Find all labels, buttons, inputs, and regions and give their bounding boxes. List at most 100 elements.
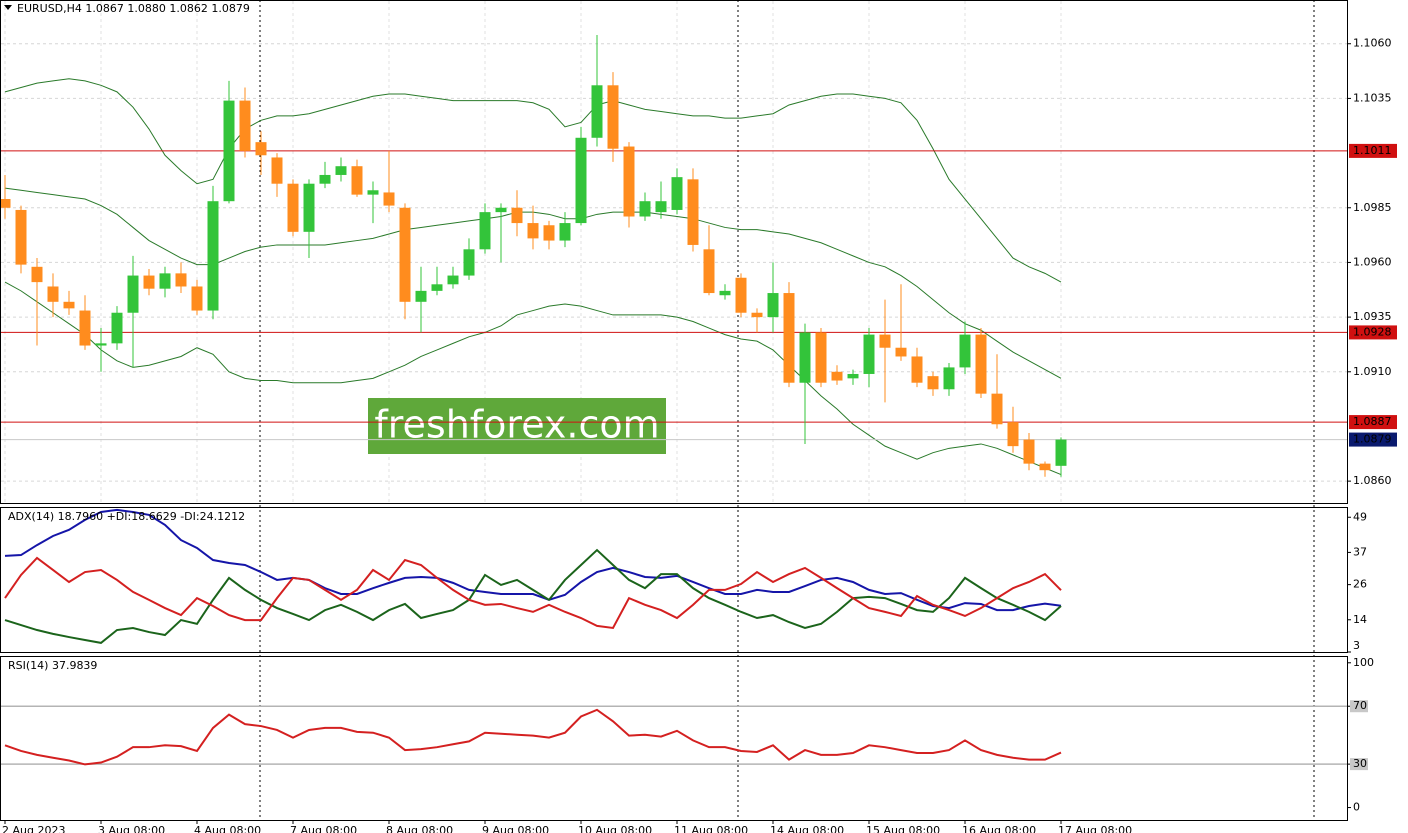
x-tick-label: 9 Aug 08:00 (482, 824, 549, 833)
candle-body (431, 284, 443, 291)
candle-body (543, 225, 555, 241)
y-tick-label: 1.0935 (1353, 310, 1392, 323)
price-level-label: 1.0887 (1353, 415, 1392, 428)
candle-body (575, 137, 587, 224)
plot: 1.1060 1.1035 1.0985 1.0960 1.0935 1.0910 1.08… (0, 34, 1397, 833)
candle-body (799, 332, 811, 383)
candle-body (751, 312, 763, 318)
x-tick-label: 14 Aug 08:00 (770, 824, 844, 833)
y-tick-label: 100 (1353, 656, 1374, 669)
candle-body (79, 310, 91, 346)
candle-body (735, 277, 747, 313)
candle-body (255, 142, 267, 156)
candle-body (0, 199, 11, 208)
candle-body (159, 273, 171, 289)
candle-body (719, 290, 731, 296)
candle-body (927, 376, 939, 390)
last-price-label: 1.0879 (1353, 433, 1392, 446)
x-tick-label: 17 Aug 08:00 (1058, 824, 1132, 833)
candle-body (687, 179, 699, 245)
candle-body (959, 334, 971, 368)
x-tick-label: 3 Aug 08:00 (98, 824, 165, 833)
candle-body (591, 85, 603, 138)
x-tick-label: 16 Aug 08:00 (962, 824, 1036, 833)
candle-body (783, 293, 795, 383)
candle-body (303, 183, 315, 232)
main-title: EURUSD,H4 1.0867 1.0880 1.0862 1.0879 (17, 2, 250, 15)
candle-body (1039, 463, 1051, 471)
y-tick-label: 0 (1353, 801, 1360, 814)
candle-body (351, 166, 363, 195)
last-price-tag (1349, 432, 1397, 447)
candle-body (127, 275, 139, 313)
price-level-label: 1.1011 (1353, 144, 1392, 157)
y-tick-label: 1.0960 (1353, 255, 1392, 268)
candle-body (975, 334, 987, 394)
indicator-line (4, 508, 1062, 612)
candle-body (831, 371, 843, 381)
candle-body (143, 275, 155, 289)
price-level-tag (1349, 325, 1397, 340)
candle-body (991, 393, 1003, 425)
indicator-line (4, 708, 1062, 766)
main-panel-frame (0, 0, 1348, 504)
candle-body (671, 177, 683, 210)
candle-body (383, 192, 395, 206)
price-level-label: 1.0928 (1353, 325, 1392, 338)
y-tick-label: 1.1035 (1353, 91, 1392, 104)
candle-body (15, 209, 27, 265)
candle-body (63, 301, 75, 309)
x-tick-label: 7 Aug 08:00 (290, 824, 357, 833)
candle-body (175, 273, 187, 287)
y-tick-label: 26 (1353, 578, 1367, 591)
candle-body (191, 286, 203, 311)
y-tick-label: 3 (1353, 639, 1360, 652)
x-tick-label: 4 Aug 08:00 (194, 824, 261, 833)
candle-body (335, 166, 347, 175)
candle-body (239, 100, 251, 151)
candle-body (559, 223, 571, 241)
y-tick-label: 1.0985 (1353, 201, 1392, 214)
watermark-box (368, 398, 666, 454)
candle-body (1007, 422, 1019, 447)
adx-panel-frame (0, 507, 1348, 653)
candle-body (479, 212, 491, 250)
x-tick-label: 15 Aug 08:00 (866, 824, 940, 833)
candle-body (207, 201, 219, 311)
candle-body (655, 201, 667, 213)
level-tag (1350, 700, 1368, 713)
adx-title: ADX(14) 18.7960 +DI:18.6629 -DI:24.1212 (8, 510, 245, 523)
candle-body (623, 146, 635, 217)
candle-body (511, 207, 523, 224)
price-level-tag (1349, 415, 1397, 430)
candle-body (943, 367, 955, 390)
candle-body (111, 312, 123, 344)
watermark: freshforex.com (368, 398, 666, 454)
y-tick-label: 1.0910 (1353, 365, 1392, 378)
y-tick-label: 49 (1353, 510, 1367, 523)
candle-body (639, 201, 651, 217)
indicator-line (4, 556, 1062, 630)
candle-body (863, 334, 875, 374)
y-tick-label: 70 (1353, 699, 1367, 712)
level-tag (1350, 758, 1368, 771)
candle-body (463, 249, 475, 276)
collapse-arrow[interactable] (4, 5, 12, 10)
rsi-panel-frame (0, 656, 1348, 821)
candle-body (703, 249, 715, 294)
y-tick-label: 14 (1353, 613, 1367, 626)
candle-body (911, 356, 923, 383)
y-tick-label: 1.0860 (1353, 474, 1392, 487)
candle-body (399, 207, 411, 302)
candle-body (319, 174, 331, 184)
x-tick-label: 8 Aug 08:00 (386, 824, 453, 833)
candle-body (767, 293, 779, 318)
y-tick-label: 1.1060 (1353, 37, 1392, 50)
candle-body (815, 332, 827, 383)
candle-body (1023, 439, 1035, 464)
x-tick-label: 10 Aug 08:00 (578, 824, 652, 833)
y-tick-label: 30 (1353, 757, 1367, 770)
candle-body (1055, 439, 1067, 466)
